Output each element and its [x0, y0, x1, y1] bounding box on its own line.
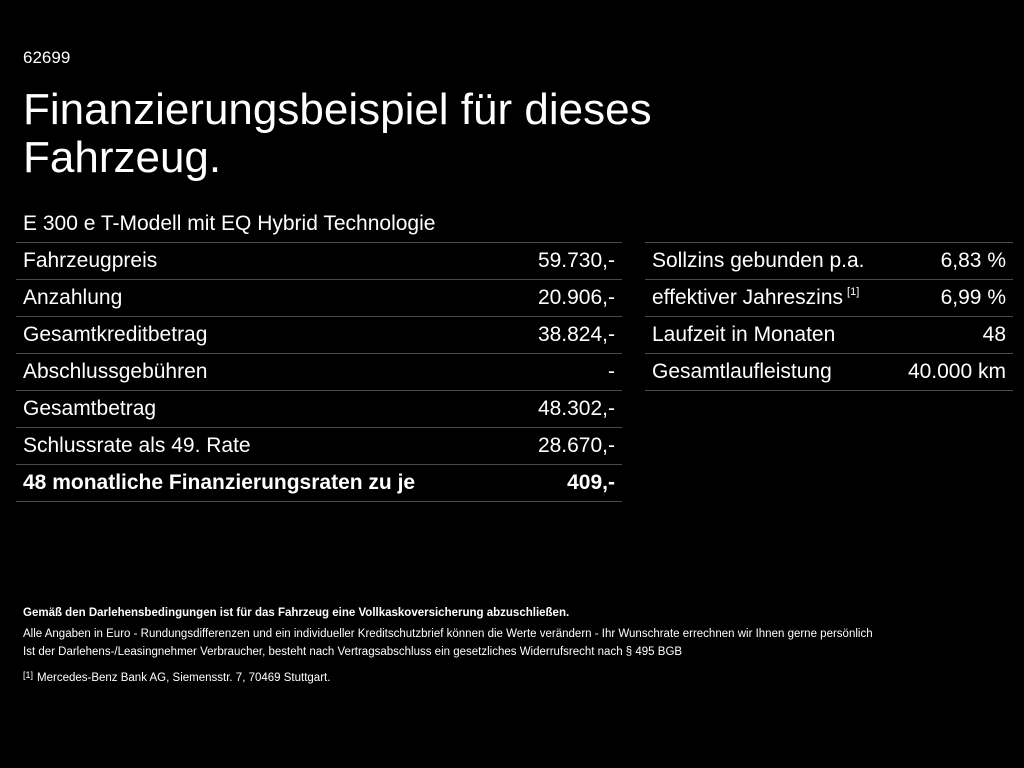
row-value: 28.670,-	[537, 434, 615, 457]
footnote: [1] Mercedes-Benz Bank AG, Siemensstr. 7,…	[23, 666, 1013, 687]
row-value: 6,83 %	[940, 249, 1006, 272]
legal-footer: Gemäß den Darlehensbedingungen ist für d…	[23, 604, 1013, 687]
row-label: Abschlussgebühren	[23, 360, 208, 383]
footnote-marker: [1]	[23, 670, 34, 680]
footnote-text: Mercedes-Benz Bank AG, Siemensstr. 7, 70…	[37, 672, 331, 684]
row-value: 20.906,-	[537, 286, 615, 309]
page-title: Finanzierungsbeispiel für dieses Fahrzeu…	[23, 85, 652, 182]
table-row: Schlussrate als 49. Rate 28.670,-	[16, 428, 622, 465]
row-value: 48.302,-	[537, 397, 615, 420]
table-row: Anzahlung 20.906,-	[16, 280, 622, 317]
interest-table: Sollzins gebunden p.a. 6,83 % effektiver…	[645, 242, 1013, 391]
financing-table: Fahrzeugpreis 59.730,- Anzahlung 20.906,…	[16, 242, 622, 502]
row-label: Gesamtkreditbetrag	[23, 323, 208, 346]
row-label: Fahrzeugpreis	[23, 249, 158, 272]
table-row: Fahrzeugpreis 59.730,-	[16, 243, 622, 280]
offer-code: 62699	[23, 48, 71, 67]
insurance-note: Gemäß den Darlehensbedingungen ist für d…	[23, 607, 570, 619]
row-label: effektiver Jahreszins	[652, 286, 844, 309]
row-label: 48 monatliche Finanzierungsraten zu je	[23, 471, 416, 494]
row-label: Laufzeit in Monaten	[652, 323, 836, 346]
table-row: Sollzins gebunden p.a. 6,83 %	[645, 243, 1013, 280]
monthly-rate-row: 48 monatliche Finanzierungsraten zu je 4…	[16, 465, 622, 502]
table-row: Laufzeit in Monaten 48	[645, 317, 1013, 354]
row-value: -	[608, 360, 615, 383]
vehicle-model: E 300 e T-Modell mit EQ Hybrid Technolog…	[23, 212, 436, 235]
row-value: 6,99 %	[940, 286, 1006, 309]
withdrawal-notice: Ist der Darlehens-/Leasingnehmer Verbrau…	[23, 646, 683, 658]
monthly-rate-value: 409,-	[567, 471, 615, 494]
row-value: 48	[982, 323, 1006, 346]
table-row: effektiver Jahreszins [1] 6,99 %	[645, 280, 1013, 317]
row-label: Anzahlung	[23, 286, 123, 309]
row-label: Gesamtlaufleistung	[652, 360, 832, 383]
table-row: Abschlussgebühren -	[16, 354, 622, 391]
footnote-marker: [1]	[847, 286, 860, 298]
row-label: Sollzins gebunden p.a.	[652, 249, 865, 272]
row-value: 40.000 km	[907, 360, 1006, 383]
row-label-with-footnote: effektiver Jahreszins [1]	[652, 286, 859, 310]
table-row: Gesamtbetrag 48.302,-	[16, 391, 622, 428]
table-row: Gesamtkreditbetrag 38.824,-	[16, 317, 622, 354]
table-row: Gesamtlaufleistung 40.000 km	[645, 354, 1013, 391]
row-label: Gesamtbetrag	[23, 397, 157, 420]
row-value: 38.824,-	[537, 323, 615, 346]
disclaimer-text: Alle Angaben in Euro - Rundungsdifferenz…	[23, 628, 873, 640]
row-label: Schlussrate als 49. Rate	[23, 434, 251, 457]
row-value: 59.730,-	[537, 249, 615, 272]
